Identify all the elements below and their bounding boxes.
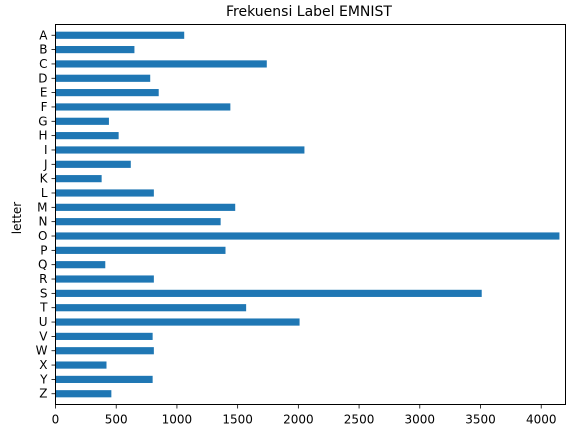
bar-g [55, 117, 109, 125]
y-tick-label: L [41, 186, 48, 200]
bar-s [55, 289, 482, 297]
bar-l [55, 189, 154, 197]
y-tick-label: Z [39, 387, 47, 401]
bar-v [55, 332, 153, 340]
x-tick-label: 3500 [465, 413, 496, 427]
y-tick-label: C [39, 57, 47, 71]
bar-z [55, 390, 112, 398]
y-tick-label: Y [39, 372, 48, 386]
x-tick-label: 3000 [405, 413, 436, 427]
x-tick-label: 2500 [344, 413, 375, 427]
y-tick-label: X [39, 358, 47, 372]
y-tick-label: K [40, 172, 49, 186]
y-tick-label: A [39, 28, 48, 42]
y-tick-label: S [40, 286, 48, 300]
bar-h [55, 132, 119, 140]
y-tick-label: I [44, 143, 48, 157]
y-tick-label: Q [38, 258, 47, 272]
bar-f [55, 103, 231, 111]
y-tick-label: F [41, 100, 48, 114]
y-tick-label: P [40, 243, 47, 257]
y-tick-label: M [37, 200, 47, 214]
x-tick-label: 2000 [283, 413, 314, 427]
bar-w [55, 347, 154, 355]
x-ticks-group: 0 500 1000 1500 2000 2500 3000 3500 4000 [52, 404, 557, 427]
bar-i [55, 146, 305, 154]
bar-q [55, 261, 106, 269]
bar-t [55, 304, 247, 312]
bar-r [55, 275, 154, 283]
bar-n [55, 218, 221, 226]
plot-frame [55, 24, 566, 405]
y-tick-label: N [39, 215, 48, 229]
bars-group [55, 31, 560, 398]
x-tick-label: 4000 [526, 413, 557, 427]
y-tick-label: O [38, 229, 47, 243]
bar-y [55, 375, 153, 383]
y-tick-label: B [39, 43, 47, 57]
bar-c [55, 60, 267, 68]
y-tick-label: D [38, 71, 47, 85]
bar-o [55, 232, 560, 240]
bar-d [55, 74, 151, 82]
bar-k [55, 175, 102, 183]
bar-m [55, 203, 236, 211]
y-tick-label: U [39, 315, 48, 329]
y-tick-label: E [40, 86, 48, 100]
y-tick-label: H [38, 129, 47, 143]
x-tick-label: 0 [52, 413, 60, 427]
y-axis-label: letter [10, 202, 24, 235]
y-tick-label: G [38, 114, 47, 128]
y-tick-label: W [36, 344, 48, 358]
y-tick-label: R [39, 272, 47, 286]
bar-u [55, 318, 300, 326]
bar-b [55, 46, 135, 54]
y-tick-label: T [39, 301, 48, 315]
y-tick-label: J [43, 157, 48, 171]
bar-p [55, 246, 226, 254]
x-tick-label: 500 [105, 413, 128, 427]
bar-j [55, 160, 131, 168]
bar-a [55, 31, 185, 39]
x-tick-label: 1000 [162, 413, 193, 427]
bar-x [55, 361, 107, 369]
y-tick-label: V [39, 329, 48, 343]
bar-e [55, 89, 159, 97]
chart-title: Frekuensi Label EMNIST [226, 4, 392, 20]
x-tick-label: 1500 [222, 413, 253, 427]
